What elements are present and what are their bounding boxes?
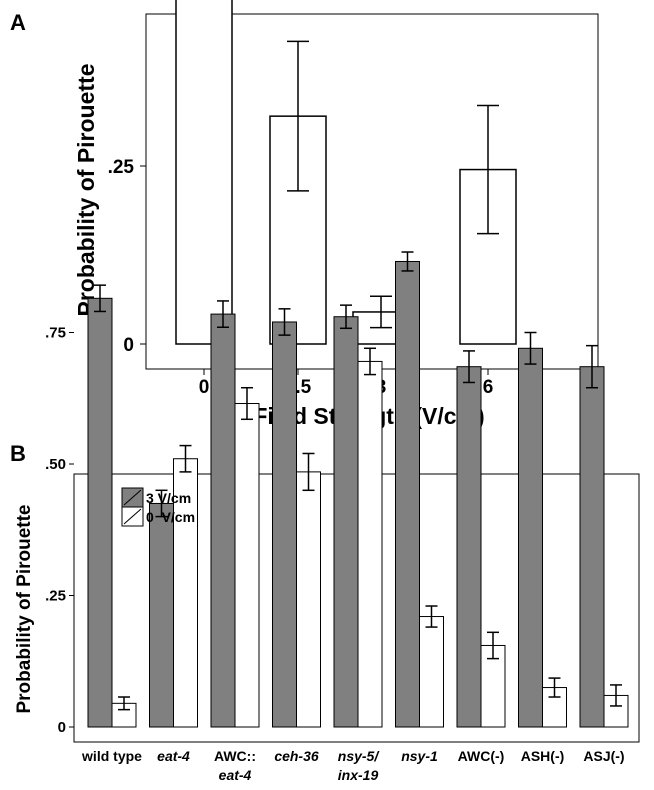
panel-a-letter: A	[10, 10, 26, 35]
panel-a-x-tick-label: 6	[483, 377, 494, 398]
panel-a-bars	[175, 0, 517, 345]
panel-b-bar-3vcm	[149, 502, 174, 728]
panel-b-bar-0vcm	[419, 616, 444, 728]
panel-b-bar-0vcm	[173, 458, 198, 728]
panel-b-category-label: ceh-36	[274, 748, 319, 764]
panel-b-bar-3vcm	[210, 313, 236, 728]
legend-label-3vcm: 3 V/cm	[146, 490, 191, 506]
panel-b-bar-0vcm	[357, 360, 383, 728]
panel-b-category-label: AWC::	[214, 748, 256, 764]
panel-a-bar	[175, 0, 233, 345]
panel-b-bar-0vcm	[296, 471, 321, 728]
panel-b-category-label: nsy-1	[401, 748, 438, 764]
panel-a-y-tick-label: .25	[108, 157, 135, 178]
panel-b-bar-0vcm	[542, 687, 567, 728]
panel-a-y-axis-title: Probability of Pirouette	[73, 63, 99, 316]
panel-b-bar-3vcm	[456, 366, 482, 728]
panel-b-category-label: eat-4	[219, 767, 252, 783]
panel-b-y-ticks: 0 .25 .50 .75	[45, 325, 74, 736]
panel-b-bar-3vcm	[333, 316, 359, 728]
panel-b-legend: 3 V/cm 0 V/cm	[121, 487, 195, 527]
panel-b-bars	[87, 251, 629, 728]
panel-a-y-ticks: 0.25.50.75	[108, 157, 146, 356]
panel-b-category-label: ASJ(-)	[583, 748, 624, 764]
panel-b-y-axis-title: Probability of Pirouette	[14, 504, 35, 713]
panel-b-y-tick-label: .25	[45, 588, 66, 605]
panel-b-bar-3vcm	[518, 347, 543, 728]
chart-panel-b: Probability of Pirouette 0 .25 .50 .75 wild…	[14, 251, 640, 783]
panel-b-y-tick-label: .50	[45, 456, 66, 473]
panel-b-letter: B	[10, 441, 26, 466]
panel-b-bar-3vcm	[579, 366, 605, 728]
legend-swatch-slash	[123, 508, 142, 525]
panel-b-category-label: wild type	[81, 748, 142, 764]
panel-b-bar-3vcm	[87, 297, 113, 728]
panel-b-bar-3vcm	[395, 260, 420, 728]
panel-b-category-label: AWC(-)	[458, 748, 505, 764]
panel-b-category-label: inx-19	[338, 767, 379, 783]
panel-b-category-label: ASH(-)	[521, 748, 565, 764]
legend-label-0vcm: 0 V/cm	[146, 509, 195, 525]
panel-a-y-tick-label: 0	[123, 335, 134, 356]
legend-swatch-slash	[123, 489, 142, 506]
panel-b-y-tick-label: .75	[45, 325, 66, 342]
panel-b-category-label: eat-4	[157, 748, 190, 764]
panel-b-bar-3vcm	[272, 321, 297, 728]
panel-b-category-label: nsy-5/	[338, 748, 381, 764]
panel-b-bar-0vcm	[234, 403, 260, 728]
panel-b-y-tick-label: 0	[58, 719, 66, 736]
panel-a-x-tick-label: 0	[199, 377, 210, 398]
